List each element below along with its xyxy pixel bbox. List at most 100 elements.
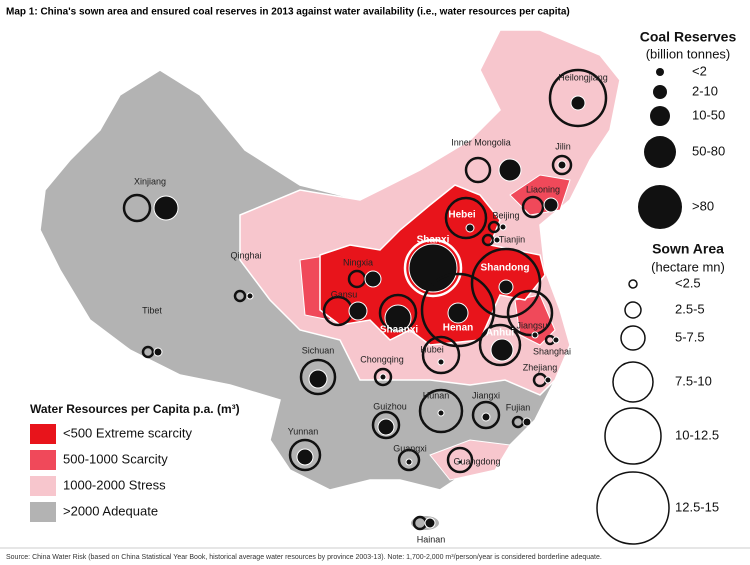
coal-legend-label: 50-80	[692, 143, 725, 158]
coal-reserve-dot	[570, 95, 586, 111]
province-label: Ningxia	[343, 257, 373, 267]
sown-area-circle	[122, 193, 152, 223]
coal-reserve-dot	[308, 369, 328, 389]
province-label: Xinjiang	[134, 176, 166, 186]
coal-reserve-dot	[493, 236, 501, 244]
water-legend-label: >2000 Adequate	[63, 503, 158, 518]
sown-area-circle	[470, 247, 542, 319]
sown-area-circle	[471, 400, 501, 430]
province-label: Hainan	[417, 534, 446, 544]
province-label: Shaanxi	[380, 325, 419, 336]
sown-legend-subtitle: (hectare mn)	[651, 259, 725, 274]
coal-reserve-dot	[499, 223, 507, 231]
coal-reserve-dot	[465, 223, 475, 233]
province-label: Liaoning	[526, 184, 560, 194]
sown-legend-symbol	[628, 279, 638, 289]
coal-reserve-dot	[437, 358, 445, 366]
coal-reserve-dot	[408, 243, 458, 293]
province-label: Fujian	[506, 402, 531, 412]
sown-area-circle	[288, 438, 322, 472]
coal-reserve-dot	[522, 417, 532, 427]
water-legend-swatch	[30, 424, 56, 444]
coal-legend-label: 2-10	[692, 83, 718, 98]
sown-area-circle	[551, 154, 573, 176]
province-label: Anhui	[486, 328, 515, 339]
province-label: Guangxi	[393, 443, 427, 453]
province-label: Jiangxi	[472, 390, 500, 400]
sown-legend-symbol	[596, 471, 670, 545]
province-label: Guizhou	[373, 401, 407, 411]
province-label: Inner Mongolia	[451, 137, 511, 147]
coal-legend-title: Coal Reserves	[640, 29, 737, 45]
water-legend-swatch	[30, 450, 56, 470]
coal-legend-symbol	[644, 136, 676, 168]
sown-legend-label: 2.5-5	[675, 301, 705, 316]
sown-area-circle	[444, 196, 488, 240]
coal-reserve-dot	[552, 336, 560, 344]
sown-area-circle	[506, 289, 554, 337]
coal-reserve-dot	[481, 412, 491, 422]
province-markers: Heilongjiang Inner Mongolia Jilin Xinjiang L…	[122, 68, 608, 544]
sown-area-circle	[418, 388, 464, 434]
coal-reserve-dot	[457, 459, 463, 465]
water-legend-label: 1000-2000 Stress	[63, 477, 166, 492]
coal-reserve-dot	[490, 338, 514, 362]
coal-legend-symbol	[638, 185, 682, 229]
province-label: Hunan	[423, 390, 450, 400]
coal-reserve-dot	[557, 160, 567, 170]
sown-legend-symbol	[624, 301, 642, 319]
province-label: Shandong	[481, 263, 530, 274]
water-legend-swatch	[30, 476, 56, 496]
province-label: Sichuan	[302, 345, 335, 355]
coal-reserve-dot	[348, 301, 368, 321]
coal-legend-label: 10-50	[692, 107, 725, 122]
coal-reserve-dot	[498, 158, 522, 182]
province-label: Tianjin	[499, 234, 525, 244]
sown-area-circle	[478, 323, 522, 367]
province-label: Zhejiang	[523, 362, 558, 372]
sown-area-circle	[233, 289, 247, 303]
water-legend-label: <500 Extreme scarcity	[63, 425, 192, 440]
coal-reserve-dot	[405, 458, 413, 466]
sown-area-circle	[299, 358, 337, 396]
sown-legend-symbol	[612, 361, 654, 403]
sown-legend-label: 10-12.5	[675, 427, 719, 442]
water-legend-label: 500-1000 Scarcity	[63, 451, 168, 466]
coal-reserve-dot	[364, 270, 382, 288]
sown-area-circle	[464, 156, 492, 184]
sown-area-circle	[141, 345, 155, 359]
water-legend-swatch	[30, 502, 56, 522]
province-label: Qinghai	[230, 250, 261, 260]
sown-area-circle	[403, 238, 463, 298]
province-label: Gansu	[331, 289, 358, 299]
coal-legend-label: >80	[692, 198, 714, 213]
province-label: Yunnan	[288, 426, 319, 436]
coal-reserve-dot	[379, 373, 387, 381]
coal-legend-symbol	[656, 68, 664, 76]
coal-reserve-dot	[296, 448, 314, 466]
coal-reserve-dot	[153, 195, 179, 221]
coal-reserve-dot	[153, 347, 163, 357]
province-label: Hebei	[448, 210, 475, 221]
sown-area-circle	[446, 446, 474, 474]
map-title: Map 1: China's sown area and ensured coa…	[6, 7, 570, 18]
province-label: Shanxi	[417, 235, 450, 246]
source-note: Source: China Water Risk (based on China…	[6, 554, 602, 561]
sown-legend-label: <2.5	[675, 275, 701, 290]
coal-reserve-dot	[447, 302, 469, 324]
province-label: Henan	[443, 323, 474, 334]
coal-reserve-dot	[543, 197, 559, 213]
sown-legend-symbol	[620, 325, 646, 351]
sown-area-circle	[481, 233, 495, 247]
sown-legend-label: 7.5-10	[675, 373, 712, 388]
coal-reserve-dot	[498, 279, 514, 295]
province-label: Guangdong	[453, 456, 500, 466]
province-label: Chongqing	[360, 354, 404, 364]
coal-legend-symbol	[653, 85, 667, 99]
sown-legend-title: Sown Area	[652, 241, 724, 257]
province-label: Beijing	[492, 210, 519, 220]
sown-area-circle	[548, 68, 608, 128]
coal-reserve-dot	[437, 409, 445, 417]
coal-legend-symbol	[650, 106, 670, 126]
province-label: Jilin	[555, 141, 571, 151]
